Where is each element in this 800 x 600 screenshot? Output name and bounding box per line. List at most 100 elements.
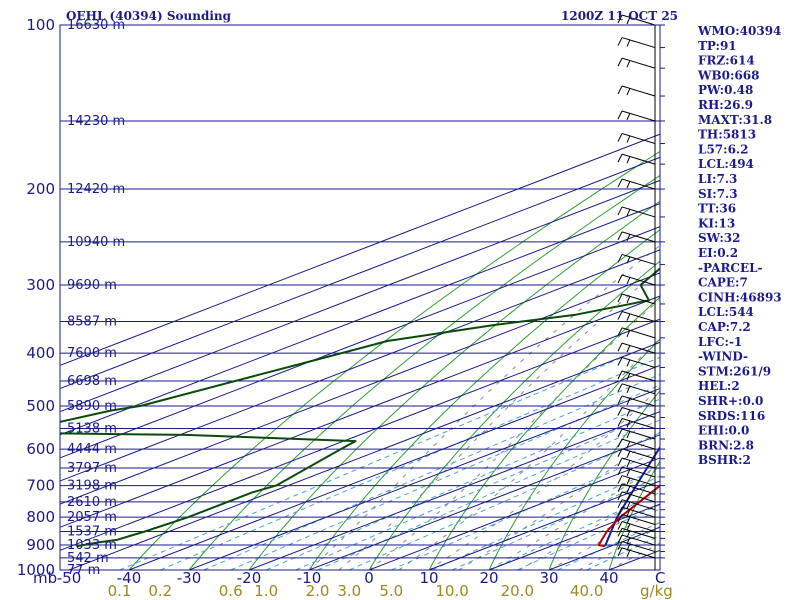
isotherm-line	[128, 364, 660, 570]
mixing-ratio-line	[266, 398, 660, 570]
dry-adiabat-line	[789, 25, 800, 570]
wind-barb	[617, 521, 665, 533]
mixing-ratio-line	[586, 535, 660, 570]
stat-line: MAXT:31.8	[698, 113, 772, 127]
moist-adiabat-line	[428, 386, 660, 570]
height-label: 14230 m	[67, 114, 125, 129]
stat-line: -PARCEL-	[698, 261, 763, 275]
temperature-tick-label: 20	[479, 569, 498, 587]
wind-barb	[617, 547, 665, 559]
height-label: 542 m	[67, 551, 109, 566]
wind-barb	[617, 383, 665, 395]
temperature-tick-label: -50	[57, 569, 82, 587]
wind-barb	[617, 491, 665, 503]
wind-barb	[617, 293, 665, 305]
mixing-ratio-tick-label: 5.0	[379, 582, 403, 600]
pressure-tick-label: 200	[26, 180, 55, 198]
isotherm-line	[68, 341, 660, 570]
wind-barb	[617, 448, 665, 460]
chart-title-time: 1200Z 11 OCT 25	[561, 9, 678, 23]
mixing-ratio-tick-label: 10.0	[435, 582, 468, 600]
wind-barb	[617, 85, 665, 97]
isotherm-line	[248, 411, 660, 570]
height-label: 77 m	[67, 563, 100, 578]
isotherm-line	[60, 203, 660, 436]
wind-barb	[617, 37, 665, 49]
wind-barb	[617, 418, 665, 429]
mixing-ratio-unit-label: g/kg	[640, 582, 673, 600]
wind-barb	[617, 178, 665, 190]
plot-border	[59, 24, 661, 571]
pressure-tick-label: 300	[26, 276, 55, 294]
stat-line: CAP:7.2	[698, 320, 751, 334]
isotherm-line	[60, 179, 660, 413]
stat-line: BRN:2.8	[698, 438, 754, 452]
isobars	[60, 25, 660, 570]
isotherm-line	[60, 272, 660, 505]
stat-line: TP:91	[698, 39, 737, 53]
stat-line: FRZ:614	[698, 54, 755, 68]
isotherm-line	[60, 133, 660, 366]
parcel-trace	[604, 446, 660, 547]
wind-barb	[617, 428, 665, 440]
moist-adiabat-line	[308, 244, 660, 570]
temperature-tick-label: -20	[237, 569, 262, 587]
height-label: 16630 m	[67, 18, 125, 33]
stat-line: LCL:494	[698, 157, 754, 171]
height-label: 4444 m	[67, 442, 117, 457]
isotherm-line	[60, 295, 660, 528]
stat-line: -WIND-	[698, 350, 748, 364]
wind-barb	[617, 475, 665, 487]
temperature-tick-label: 0	[364, 569, 374, 587]
wind-barb	[617, 133, 665, 145]
temperature-tick-label: -40	[117, 569, 142, 587]
stat-line: SW:32	[698, 231, 740, 245]
pressure-tick-label: 900	[26, 536, 55, 554]
height-label: 5890 m	[67, 399, 117, 414]
height-label: 1033 m	[67, 538, 117, 553]
mixing-ratio-tick-label: 40.0	[570, 582, 603, 600]
wind-barb	[617, 457, 665, 469]
height-label: 6698 m	[67, 374, 117, 389]
stats-panel: WMO:40394TP:91FRZ:614WB0:668PW:0.48RH:26…	[697, 24, 782, 467]
height-label: 5138 m	[67, 422, 117, 437]
wind-barb	[617, 14, 665, 26]
mixing-ratio-tick-label: 3.0	[337, 582, 361, 600]
stat-line: RH:26.9	[698, 98, 753, 112]
pressure-tick-label: 400	[26, 344, 55, 362]
stat-line: CINH:46893	[698, 290, 782, 304]
wind-barb	[617, 395, 665, 407]
mixing-ratio-tick-label: 20.0	[501, 582, 534, 600]
temperature-tick-label: 10	[419, 569, 438, 587]
wind-barb	[617, 311, 665, 323]
wind-barb	[617, 506, 665, 518]
stat-line: HEL:2	[698, 379, 740, 393]
mixing-ratio-tick-label: 1.0	[254, 582, 278, 600]
wind-barb	[617, 206, 665, 218]
stat-line: EI:0.2	[698, 246, 738, 260]
wind-barb	[617, 370, 665, 382]
dewpoint-trace	[60, 267, 660, 548]
wind-barb	[617, 527, 665, 539]
stat-line: STM:261/9	[698, 364, 771, 378]
stat-line: EHI:0.0	[698, 424, 749, 438]
wind-barb	[617, 356, 665, 368]
height-label: 1537 m	[67, 525, 117, 540]
stat-line: SRDS:116	[698, 409, 765, 423]
stat-line: SHR+:0.0	[698, 394, 763, 408]
wind-barb	[617, 342, 665, 354]
temperature-tick-label: 40	[599, 569, 618, 587]
isotherm-line	[368, 457, 660, 570]
wind-barb	[617, 253, 665, 265]
isotherm-line	[60, 318, 660, 551]
isotherms	[60, 133, 660, 570]
mixing-ratio-line	[517, 503, 660, 570]
height-label: 8587 m	[67, 315, 117, 330]
pressure-tick-label: 800	[26, 508, 55, 526]
chart-title-station: OEHL (40394) Sounding	[66, 9, 232, 23]
wind-barb	[617, 499, 665, 511]
height-label: 3797 m	[67, 461, 117, 476]
wind-barb	[617, 541, 665, 553]
stat-line: TH:5813	[698, 128, 756, 142]
